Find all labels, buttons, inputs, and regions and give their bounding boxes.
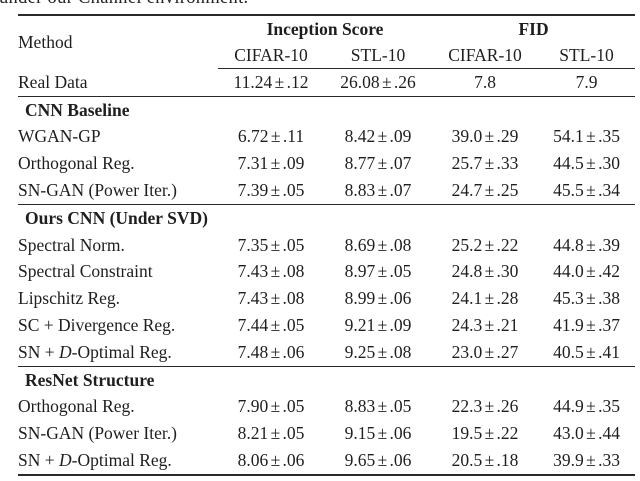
cell-fid-stl10: 40.5 ± .41 <box>538 338 636 367</box>
cell-is-stl10: 9.21 ± .09 <box>344 315 412 336</box>
cell-fid-stl10: 41.9 ± .37 <box>553 315 620 336</box>
cell-method: Orthogonal Reg. <box>18 153 135 174</box>
cell-fid-stl10: 39.9 ± .33 <box>553 450 620 471</box>
cell-fid-cifar10: 24.8 ± .30 <box>451 261 519 282</box>
cell-fid-cifar10: 25.7 ± .33 <box>451 153 519 174</box>
cell-fid-stl10: 44.0 ± .42 <box>553 261 620 282</box>
method-italic-d: D <box>59 341 72 362</box>
table-row: Spectral Norm. 7.35 ± .05 8.69 ± .08 25.… <box>18 232 635 259</box>
cell-is-cifar10: 7.43 ± .08 <box>237 261 305 282</box>
results-table: Method Inception Score FID CIFAR-10 STL-… <box>18 14 636 476</box>
cell-is-cifar10: 8.21 ± .05 <box>237 423 305 444</box>
table-row: Orthogonal Reg. 7.90 ± .05 8.83 ± .05 22… <box>18 394 635 421</box>
cell-is-cifar10: 7.31 ± .09 <box>237 153 305 174</box>
cell-is-stl10: 8.83 ± .05 <box>344 396 412 417</box>
cell-fid-stl10: 45.5 ± .34 <box>538 177 636 205</box>
cell-fid-cifar10: 22.3 ± .26 <box>451 396 519 417</box>
column-group-fid: FID <box>518 18 549 39</box>
cell-method: WGAN-GP <box>18 126 101 147</box>
section-row-cnn-baseline: CNN Baseline <box>18 96 635 123</box>
method-text: SN + <box>18 450 59 471</box>
header-group-row: Method Inception Score FID <box>18 15 635 52</box>
cell-fid-cifar10: 39.0 ± .29 <box>451 126 519 147</box>
method-italic-d: D <box>59 450 72 471</box>
cell-method: Spectral Constraint <box>18 261 153 282</box>
cell-is-cifar10: 7.44 ± .05 <box>237 315 305 336</box>
cell-method: SC + Divergence Reg. <box>18 315 176 336</box>
cell-is-cifar10: 7.35 ± .05 <box>237 234 305 255</box>
column-group-inception-score: Inception Score <box>266 18 384 39</box>
table-row: Lipschitz Reg. 7.43 ± .08 8.99 ± .06 24.… <box>18 285 635 312</box>
cell-method: Real Data <box>18 68 218 97</box>
column-header-is-cifar10: CIFAR-10 <box>218 42 324 69</box>
table-row-real-data: Real Data 11.24 ± .12 26.08 ± .26 7.8 7.… <box>18 68 636 97</box>
section-label: CNN Baseline <box>25 99 130 120</box>
cell-fid-stl10: 44.9 ± .35 <box>553 396 620 417</box>
cell-fid-cifar10: 19.5 ± .22 <box>451 423 519 444</box>
cell-fid-stl10: 43.0 ± .44 <box>553 423 620 444</box>
cell-is-stl10: 8.77 ± .07 <box>344 153 412 174</box>
column-header-is-stl10: STL-10 <box>324 42 433 69</box>
section-row-ours-cnn: Ours CNN (Under SVD) <box>18 204 635 231</box>
cell-fid-stl10: 44.5 ± .30 <box>553 153 620 174</box>
cell-is-cifar10: 7.43 ± .08 <box>237 288 305 309</box>
clipped-caption-text: under our Channel environment. <box>0 0 248 9</box>
cell-is-cifar10: 7.48 ± .06 <box>218 338 324 367</box>
cell-fid-cifar10: 25.2 ± .22 <box>451 234 519 255</box>
cell-is-stl10: 8.69 ± .08 <box>344 234 412 255</box>
cell-method: Spectral Norm. <box>18 234 125 255</box>
column-header-fid-stl10: STL-10 <box>538 42 636 69</box>
table-row: Orthogonal Reg. 7.31 ± .09 8.77 ± .07 25… <box>18 150 635 177</box>
cell-is-cifar10: 6.72 ± .11 <box>237 126 305 147</box>
cell-method: Lipschitz Reg. <box>18 288 121 309</box>
table-row: SN-GAN (Power Iter.) 7.39 ± .05 8.83 ± .… <box>18 177 636 205</box>
method-text: -Optimal Reg. <box>71 341 172 362</box>
header-sub-row: CIFAR-10 STL-10 CIFAR-10 STL-10 <box>18 42 636 69</box>
cell-method: SN + D-Optimal Reg. <box>18 447 218 475</box>
table-row: SC + Divergence Reg. 7.44 ± .05 9.21 ± .… <box>18 312 635 339</box>
section-row-resnet: ResNet Structure <box>18 366 635 393</box>
cell-is-cifar10: 8.06 ± .06 <box>237 450 305 471</box>
cell-fid-cifar10: 24.3 ± .21 <box>451 315 519 336</box>
table-row: SN + D-Optimal Reg. 7.48 ± .06 9.25 ± .0… <box>18 338 636 367</box>
method-text: -Optimal Reg. <box>71 450 172 471</box>
cell-fid-cifar10: 23.0 ± .27 <box>432 338 539 367</box>
cell-is-cifar10: 7.39 ± .05 <box>218 177 324 205</box>
cell-is-stl10: 9.25 ± .08 <box>324 338 433 367</box>
cell-is-stl10: 8.42 ± .09 <box>344 126 412 147</box>
cell-method: SN-GAN (Power Iter.) <box>18 177 218 205</box>
column-header-method: Method <box>18 31 73 52</box>
section-label: Ours CNN (Under SVD) <box>25 207 208 228</box>
cell-fid-stl10: 54.1 ± .35 <box>553 126 620 147</box>
cell-is-cifar10: 11.24 ± .12 <box>218 68 324 97</box>
cell-fid-cifar10: 20.5 ± .18 <box>451 450 519 471</box>
cell-fid-stl10: 45.3 ± .38 <box>553 288 620 309</box>
cell-is-cifar10: 7.90 ± .05 <box>237 396 305 417</box>
cell-fid-cifar10: 24.7 ± .25 <box>432 177 539 205</box>
cell-is-stl10: 9.15 ± .06 <box>344 423 412 444</box>
cell-fid-stl10: 44.8 ± .39 <box>553 234 620 255</box>
cell-method: Orthogonal Reg. <box>18 396 135 417</box>
cell-is-stl10: 8.99 ± .06 <box>344 288 412 309</box>
cell-method: SN-GAN (Power Iter.) <box>18 423 177 444</box>
cell-is-stl10: 26.08 ± .26 <box>324 68 433 97</box>
column-header-fid-cifar10: CIFAR-10 <box>432 42 539 69</box>
cell-fid-stl10: 7.9 <box>538 68 636 97</box>
table-row: SN-GAN (Power Iter.) 8.21 ± .05 9.15 ± .… <box>18 420 635 447</box>
method-text: SN + <box>18 341 59 362</box>
section-label: ResNet Structure <box>25 369 155 390</box>
cell-is-stl10: 9.65 ± .06 <box>344 450 412 471</box>
cell-fid-cifar10: 7.8 <box>432 68 539 97</box>
cell-method: SN + D-Optimal Reg. <box>18 338 218 367</box>
cell-is-stl10: 8.97 ± .05 <box>344 261 412 282</box>
cell-is-stl10: 8.83 ± .07 <box>324 177 433 205</box>
cell-fid-cifar10: 24.1 ± .28 <box>451 288 519 309</box>
table-row: WGAN-GP 6.72 ± .11 8.42 ± .09 39.0 ± .29… <box>18 124 635 151</box>
table-row: Spectral Constraint 7.43 ± .08 8.97 ± .0… <box>18 259 635 286</box>
table-row: SN + D-Optimal Reg. 8.06 ± .06 9.65 ± .0… <box>18 447 635 475</box>
